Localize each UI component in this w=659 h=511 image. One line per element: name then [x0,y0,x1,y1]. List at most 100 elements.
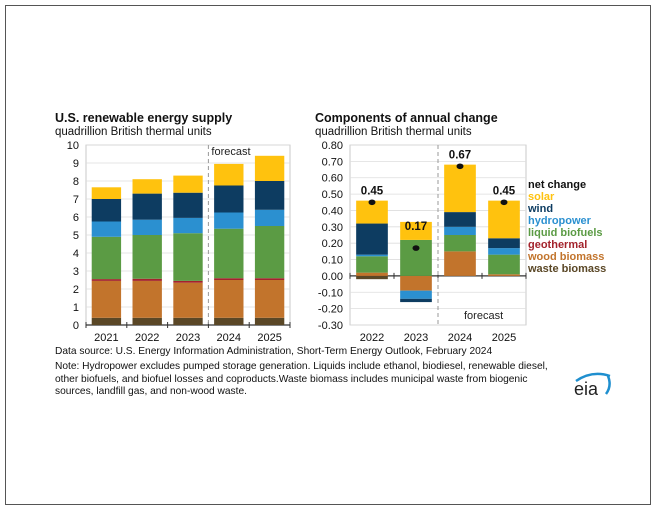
bar-wood-biomass [444,251,476,276]
legend-net-change: net change [528,179,586,191]
bar-hydropower [254,209,285,226]
svg-text:eia: eia [574,379,599,398]
bar-hydropower [214,212,244,229]
x-tick-label: 2022 [135,332,159,344]
bar-wood-biomass [488,274,520,276]
net-change-marker [456,163,464,170]
bar-solar [132,179,162,194]
bar-waste-biomass [254,317,285,325]
bar-wood-biomass [254,280,285,318]
bar-wind [173,192,203,218]
legend-hydropower: hydropower [528,215,592,227]
bar-geothermal [214,278,244,280]
bar-waste-biomass [173,317,203,325]
x-tick-label: 2024 [217,332,241,344]
forecast-label: forecast [464,310,503,322]
bar-liquid-biofuels [356,256,388,273]
y-tick-label: 0 [73,320,79,332]
y-tick-label: 0.30 [322,222,343,234]
bar-hydropower [356,254,388,257]
bar-wind [91,199,122,222]
y-tick-label: 7 [73,194,79,206]
bar-liquid-biofuels [214,228,244,279]
bar-solar [400,221,432,240]
y-tick-label: 10 [67,140,79,152]
chart-title: Components of annual change [315,111,498,125]
bar-solar [488,200,520,239]
bar-hydropower [132,219,162,235]
y-tick-label: 0.80 [322,140,343,152]
bar-geothermal [254,278,285,280]
x-tick-label: 2021 [94,332,118,344]
y-tick-label: 1 [73,302,79,314]
bar-wood-biomass [132,280,162,318]
net-change-marker [500,199,508,206]
y-tick-label: 9 [73,158,79,170]
bar-waste-biomass [356,275,388,280]
bar-hydropower [400,290,432,299]
chart-title: U.S. renewable energy supply [55,111,232,125]
data-source: Data source: U.S. Energy Information Adm… [55,346,493,357]
y-tick-label: 0.20 [322,238,343,250]
y-tick-label: 0.10 [322,255,343,267]
y-tick-label: 3 [73,266,79,278]
bar-solar [356,200,388,224]
net-change-label: 0.45 [493,186,516,198]
x-tick-label: 2025 [492,332,516,344]
chart-subtitle: quadrillion British thermal units [315,126,472,138]
bar-waste-biomass [91,317,122,325]
y-tick-label: 5 [73,230,79,242]
y-tick-label: 2 [73,284,79,296]
y-tick-label: 0.70 [322,156,343,168]
bar-hydropower [444,226,476,235]
bar-wind [488,238,520,249]
bar-wind [356,223,388,255]
legend-geothermal: geothermal [528,239,587,251]
y-tick-label: 8 [73,176,79,188]
y-tick-label: 0.40 [322,205,343,217]
bar-hydropower [91,221,122,237]
footnote: Note: Hydropower excludes pumped storage… [55,361,548,397]
net-change-marker [368,199,376,206]
bar-waste-biomass [214,317,244,325]
y-tick-label: 0.50 [322,189,343,201]
bar-wood-biomass [173,282,203,318]
y-tick-label: -0.10 [318,287,343,299]
x-tick-label: 2025 [257,332,281,344]
net-change-label: 0.67 [449,150,471,162]
legend-wind: wind [527,203,553,215]
bar-liquid-biofuels [444,235,476,252]
y-tick-label: 0.00 [322,271,343,283]
bar-solar [173,175,203,193]
bar-liquid-biofuels [254,226,285,279]
bar-geothermal [132,278,162,281]
bar-geothermal [91,279,122,281]
frame [5,5,651,505]
bar-hydropower [173,217,203,234]
legend-liquid-biofuels: liquid biofuels [528,227,603,239]
chart-subtitle: quadrillion British thermal units [55,126,212,138]
bar-wind [400,298,432,303]
x-tick-label: 2022 [360,332,384,344]
bar-solar [444,164,476,213]
bar-solar [91,187,122,199]
y-tick-label: 6 [73,212,79,224]
bar-wind [132,193,162,220]
bar-wind [214,185,244,213]
y-tick-label: 0.60 [322,173,343,185]
bar-liquid-biofuels [488,254,520,275]
y-tick-label: -0.30 [318,320,343,332]
legend-waste-biomass: waste biomass [527,263,606,275]
forecast-label: forecast [211,146,250,158]
x-tick-label: 2023 [404,332,428,344]
bar-wood-biomass [214,280,244,318]
legend-wood-biomass: wood biomass [527,251,604,263]
bar-wood-biomass [356,272,388,276]
bar-liquid-biofuels [91,236,122,280]
net-change-label: 0.17 [405,221,427,233]
bar-solar [254,155,285,181]
net-change-label: 0.45 [361,186,384,198]
bar-geothermal [173,280,203,283]
